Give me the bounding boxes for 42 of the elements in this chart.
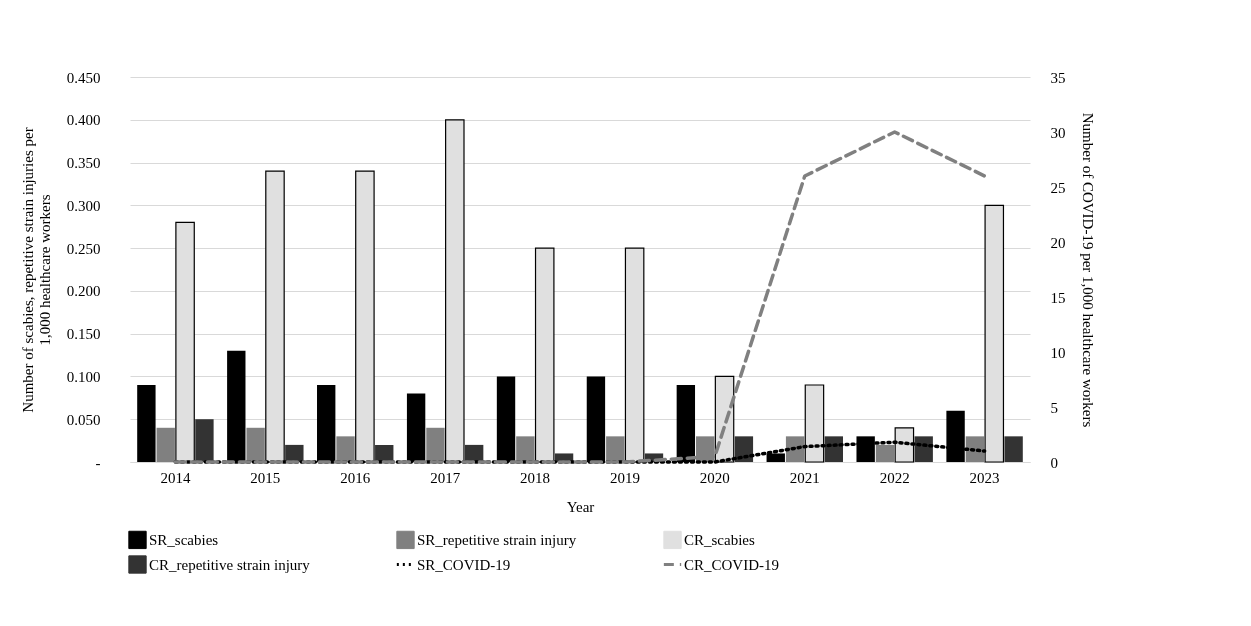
x-tick-label: 2021 bbox=[789, 469, 820, 486]
legend-label: SR_repetitive strain injury bbox=[417, 531, 577, 548]
y2-tick-label: 10 bbox=[1050, 344, 1066, 361]
y-tick-label: 0.200 bbox=[66, 283, 101, 300]
y-tick-label: 0.400 bbox=[66, 112, 101, 129]
x-tick-label: 2018 bbox=[520, 469, 551, 486]
bar bbox=[195, 419, 214, 462]
x-tick-label: 2014 bbox=[160, 469, 191, 486]
legend-label: CR_repetitive strain injury bbox=[149, 556, 311, 573]
y2-tick-label: 0 bbox=[1050, 454, 1058, 471]
y-tick-label: 0.450 bbox=[66, 69, 101, 86]
y-tick-label: 0.350 bbox=[66, 155, 101, 172]
y-axis-title: Number of scabies, repetitive strain injuries per 1,000 healthcare workers bbox=[19, 127, 53, 413]
legend-label: SR_scabies bbox=[149, 531, 219, 548]
y-tick-label: 0.050 bbox=[66, 411, 101, 428]
x-axis-title: Year bbox=[566, 498, 595, 515]
bar bbox=[137, 385, 156, 462]
x-tick-label: 2020 bbox=[699, 469, 730, 486]
y-tick-label: 0.150 bbox=[66, 326, 101, 343]
y-tick-label: 0.250 bbox=[66, 240, 101, 257]
x-tick-label: 2023 bbox=[969, 469, 1000, 486]
y2-tick-label: 30 bbox=[1050, 124, 1066, 141]
y-tick-label: 0.300 bbox=[66, 197, 101, 214]
legend-label: CR_COVID-19 bbox=[684, 556, 780, 573]
x-tick-label: 2022 bbox=[879, 469, 910, 486]
x-tick-label: 2016 bbox=[340, 469, 371, 486]
x-tick-label: 2015 bbox=[250, 469, 281, 486]
y-tick-label: 0.100 bbox=[66, 368, 101, 385]
legend-label: SR_COVID-19 bbox=[417, 556, 511, 573]
y2-tick-label: 25 bbox=[1050, 179, 1066, 196]
y2-axis-title: Number of COVID-19 per 1,000 healthcare workers bbox=[1079, 112, 1096, 428]
y2-tick-label: 35 bbox=[1050, 69, 1066, 86]
x-tick-label: 2017 bbox=[430, 469, 461, 486]
y2-tick-label: 20 bbox=[1050, 234, 1066, 251]
y-tick-label: - bbox=[95, 454, 101, 471]
y2-tick-label: 5 bbox=[1050, 399, 1058, 416]
bar bbox=[285, 444, 304, 462]
x-tick-label: 2019 bbox=[609, 469, 640, 486]
y2-tick-label: 15 bbox=[1050, 289, 1066, 306]
bar bbox=[1004, 436, 1023, 462]
legend-label: CR_scabies bbox=[684, 531, 755, 548]
bar bbox=[875, 444, 895, 462]
